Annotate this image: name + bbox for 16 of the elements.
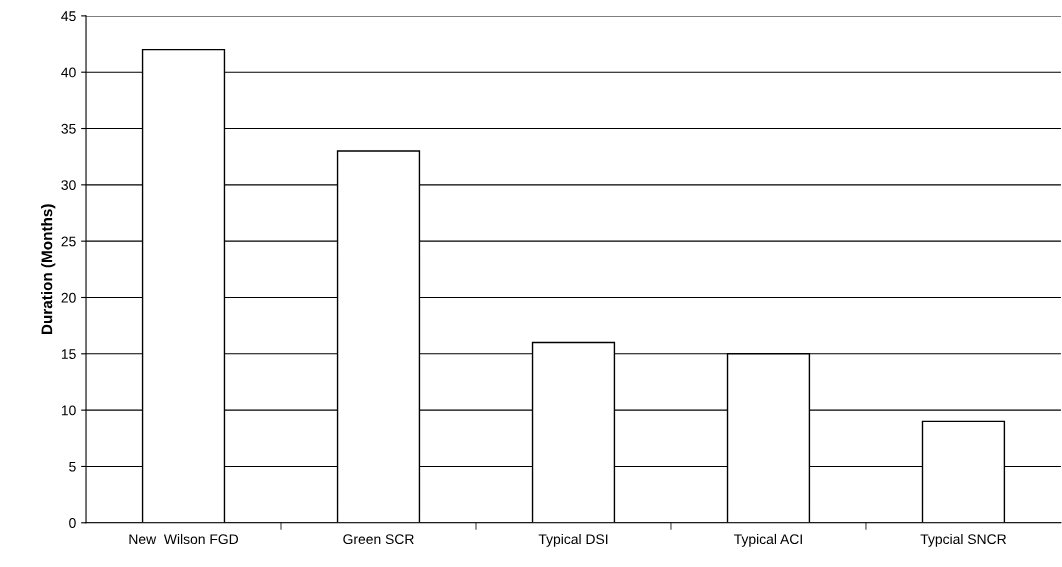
y-tick-label: 15 (61, 349, 76, 359)
y-tick-label: 45 (61, 11, 76, 22)
y-tick-label: 0 (69, 518, 76, 528)
x-tick-label: Typcial SNCR (920, 533, 1007, 547)
y-tick-label: 20 (61, 292, 76, 303)
y-tick-label: 35 (61, 123, 76, 134)
y-tick-label: 40 (61, 67, 76, 78)
y-tick-label: 5 (69, 461, 76, 472)
y-tick-label: 25 (61, 236, 76, 247)
x-tick-label: New Wilson FGD (129, 533, 239, 545)
y-axis-title: Duration (Months) (41, 204, 56, 335)
x-tick-label: Typical DSI (538, 533, 608, 547)
y-tick-label: 10 (61, 405, 76, 416)
x-tick-label: Typical ACI (734, 533, 802, 547)
y-tick-label: 30 (61, 180, 76, 191)
x-tick-label: Green SCR (343, 534, 414, 545)
